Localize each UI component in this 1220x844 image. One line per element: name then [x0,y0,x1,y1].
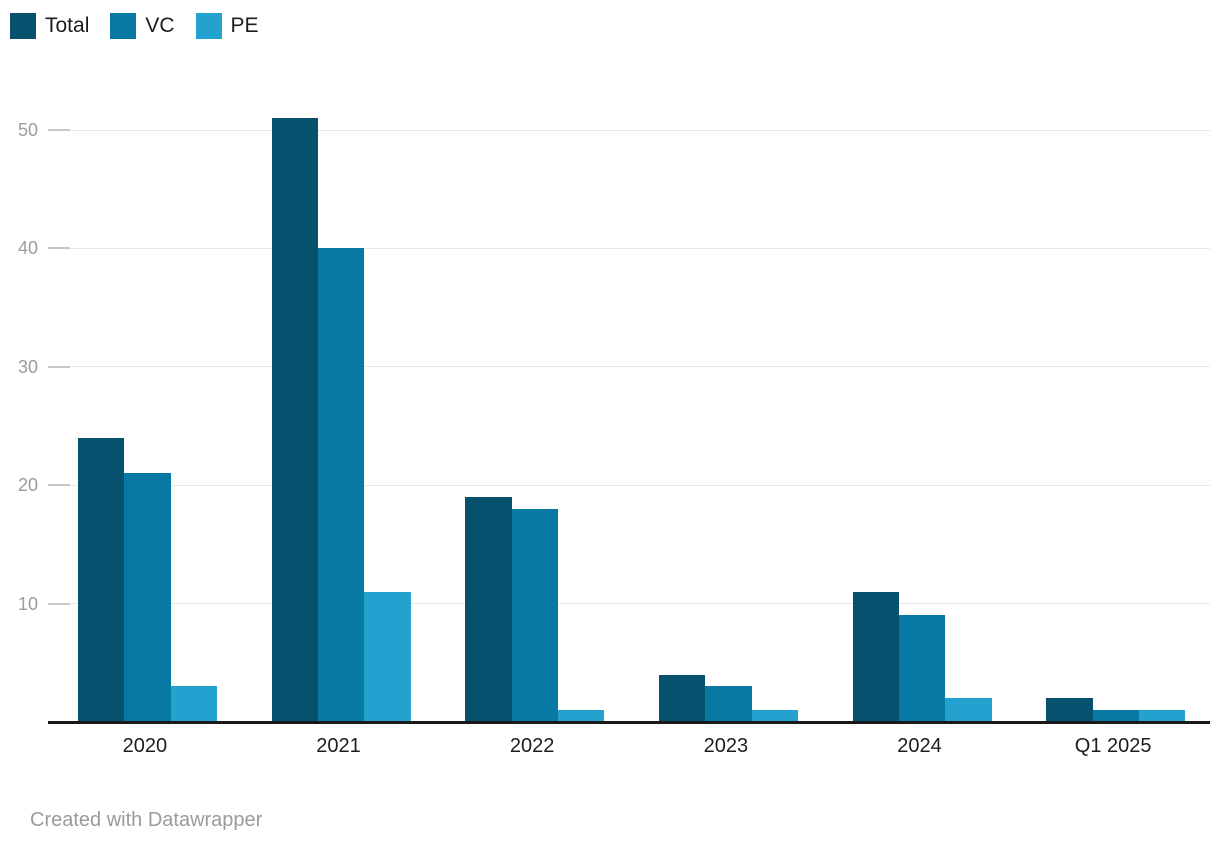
x-axis-baseline [48,721,1210,724]
x-axis-label: 2022 [509,735,555,757]
y-axis-label: 50 [17,120,38,140]
legend-swatch [10,13,36,39]
bar-vc-2023 [705,686,752,722]
bar-pe-2023 [751,710,798,722]
bar-vc-2020 [124,473,171,722]
bar-vc-2024 [898,615,946,722]
legend-item-vc: VC [110,13,175,39]
legend-label: PE [230,14,259,37]
gridline [48,366,1210,368]
gridline [48,603,1210,605]
bar-total-2021 [271,118,318,722]
bar-pe-q1-2025 [1138,710,1186,722]
y-axis-label: 10 [17,593,38,614]
credit-text: Created with Datawrapper [30,809,263,831]
legend: Total VC PE [10,13,259,39]
x-axis-label: 2021 [316,735,361,757]
y-axis-tick [48,247,70,250]
bar-pe-2022 [557,710,605,722]
legend-item-total: Total [10,13,89,39]
y-axis-tick [48,484,70,487]
gridline [48,247,1210,249]
bar-pe-2021 [364,591,411,722]
legend-label: Total [45,14,90,37]
bar-total-q1-2025 [1046,698,1093,722]
x-axis-label: 2023 [703,735,749,757]
gridline [48,484,1210,486]
x-axis-label: 2020 [122,735,168,757]
y-axis-label: 20 [17,475,38,496]
y-axis-label: 30 [17,356,38,377]
gridline [48,129,1210,131]
x-axis-label: 2024 [897,735,942,757]
legend-item-pe: PE [195,13,259,39]
bar-total-2022 [465,497,512,722]
bar-total-2024 [852,591,899,722]
bar-vc-2021 [317,248,365,722]
y-axis-tick [48,129,70,131]
bar-vc-2022 [511,508,558,722]
bar-total-2023 [659,674,706,722]
legend-label: VC [145,14,175,37]
credit-line: Created with Datawrapper [30,808,262,832]
legend-swatch [195,13,222,39]
y-axis-tick [48,602,70,605]
bar-vc-q1-2025 [1092,710,1139,722]
bar-pe-2020 [170,686,217,722]
x-axis-label: Q1 2025 [1074,735,1152,757]
bar-pe-2024 [945,698,992,722]
y-axis-tick [48,365,70,368]
legend-swatch [110,13,137,39]
y-axis-label: 40 [17,238,38,259]
bar-total-2020 [78,437,125,722]
